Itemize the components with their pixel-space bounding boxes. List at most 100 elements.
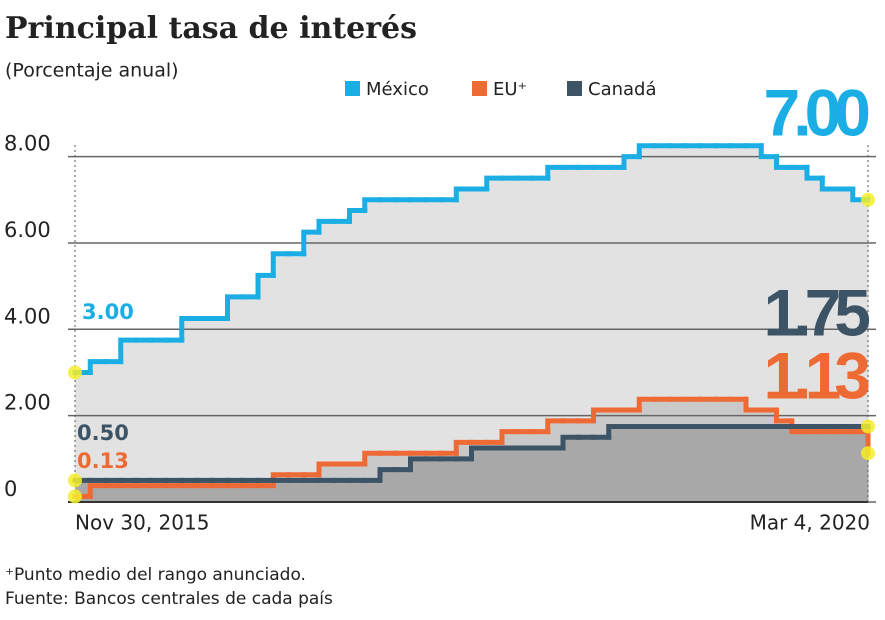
step-segment — [87, 359, 108, 375]
area-segment — [471, 188, 488, 502]
area-segment — [517, 178, 533, 503]
area-segment — [563, 437, 579, 502]
area-segment — [151, 340, 167, 502]
area-segment — [380, 199, 396, 502]
area-segment — [578, 437, 594, 502]
area-segment — [807, 178, 823, 503]
area-segment — [410, 458, 427, 502]
legend-label: Canadá — [588, 79, 657, 100]
area-segment — [105, 361, 122, 502]
area-segment — [532, 448, 549, 502]
area-segment — [242, 296, 259, 502]
area-segment — [608, 426, 625, 502]
endpoint-marker — [68, 473, 82, 488]
area-segment — [791, 167, 808, 502]
area-segment — [212, 318, 228, 502]
area-segment — [395, 469, 411, 502]
step-segment — [362, 197, 383, 214]
area-segment — [227, 296, 244, 502]
area-segment — [120, 340, 137, 502]
area-segment — [75, 372, 91, 502]
y-tick-label: 6.00 — [4, 218, 51, 242]
step-segment — [606, 423, 627, 440]
area-segment — [837, 426, 854, 502]
x-tick-label: Mar 4, 2020 — [750, 511, 870, 535]
step-segment — [774, 407, 795, 424]
step-segment — [118, 337, 139, 365]
area-segment — [441, 458, 457, 502]
area-segment — [700, 426, 716, 502]
area-segment — [685, 426, 701, 502]
area-segment — [822, 188, 838, 502]
step-segment — [347, 208, 368, 224]
value-label: 1.75 — [764, 275, 870, 349]
area-segment — [761, 426, 777, 502]
value-label: 0.13 — [77, 449, 129, 473]
area-segment — [471, 448, 488, 502]
step-segment — [804, 164, 825, 181]
area-segment — [288, 480, 305, 502]
area-segment — [166, 340, 183, 502]
area-segment — [258, 275, 274, 502]
step-segment — [545, 418, 566, 435]
area-segment — [593, 437, 610, 502]
step-segment — [87, 483, 108, 499]
step-segment — [301, 229, 322, 257]
chart-title: Principal tasa de interés — [5, 11, 417, 46]
area-segment — [837, 188, 854, 502]
area-segment — [532, 178, 549, 503]
step-segment — [255, 272, 276, 300]
y-tick-label: 0 — [4, 477, 17, 501]
area-segment — [441, 199, 457, 502]
area-segment — [273, 253, 289, 502]
step-segment — [819, 175, 840, 192]
legend-swatch — [567, 81, 582, 96]
area-segment — [791, 426, 808, 502]
endpoint-marker — [861, 446, 875, 461]
step-segment — [408, 456, 429, 473]
step-segment — [225, 294, 246, 321]
value-label: 7.00 — [764, 75, 869, 149]
value-label: 3.00 — [82, 300, 134, 324]
endpoint-marker — [68, 489, 82, 504]
area-segment — [852, 426, 869, 502]
area-segment — [776, 426, 793, 502]
area-segment — [395, 199, 411, 502]
step-segment — [316, 461, 337, 478]
step-segment — [591, 407, 612, 424]
value-label: 1.13 — [764, 338, 870, 412]
y-tick-label: 2.00 — [4, 391, 51, 415]
area-segment — [273, 480, 289, 502]
area-segment — [380, 469, 396, 502]
area-segment — [364, 480, 381, 502]
area-segment — [486, 178, 503, 503]
area-segment — [746, 426, 762, 502]
area-segment — [364, 199, 381, 502]
chart-subtitle: (Porcentaje anual) — [5, 60, 179, 82]
step-segment — [484, 175, 505, 192]
area-segment — [334, 221, 350, 502]
step-segment — [316, 218, 337, 235]
area-segment — [669, 426, 686, 502]
area-segment — [807, 426, 823, 502]
step-segment — [774, 154, 795, 170]
step-segment — [636, 396, 657, 413]
footnote: Fuente: Bancos centrales de cada país — [5, 589, 333, 609]
endpoint-marker — [861, 419, 875, 434]
legend-label: México — [366, 79, 429, 100]
step-segment — [545, 164, 566, 181]
area-segment — [822, 426, 838, 502]
step-segment — [743, 396, 764, 413]
area-segment — [334, 480, 350, 502]
step-segment — [758, 143, 779, 160]
step-segment — [636, 143, 657, 160]
area-segment — [456, 458, 472, 502]
area-segment — [502, 448, 518, 502]
step-segment — [560, 434, 581, 451]
area-segment — [319, 480, 335, 502]
area-segment — [303, 232, 320, 502]
y-tick-label: 4.00 — [4, 304, 51, 328]
step-segment — [270, 251, 291, 278]
area-segment — [288, 253, 305, 502]
